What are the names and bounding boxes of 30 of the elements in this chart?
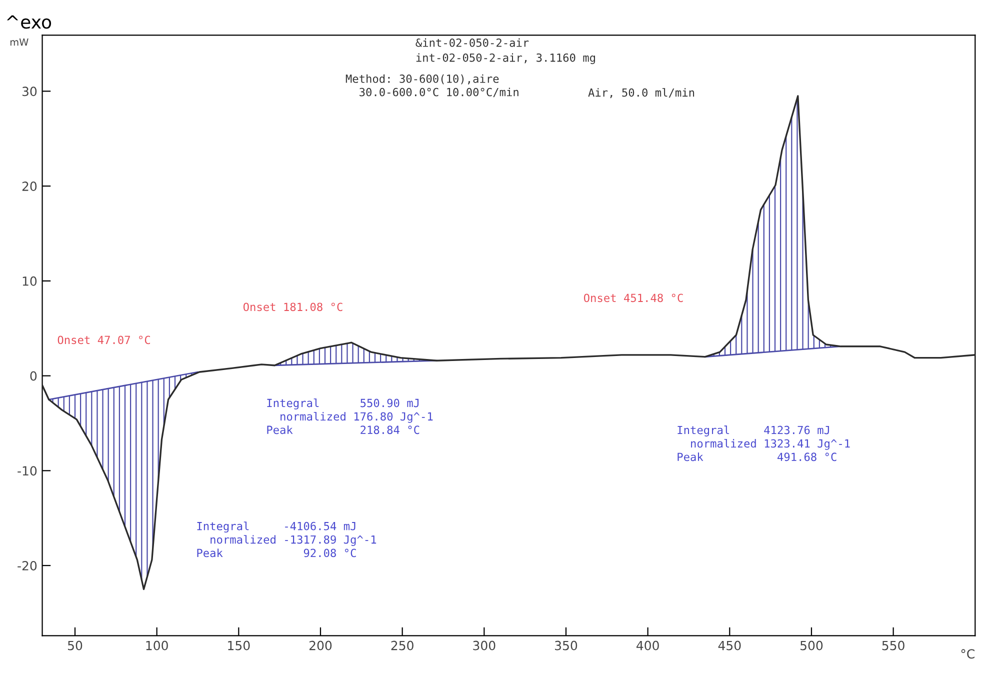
annotation: Air, 50.0 ml/min (588, 88, 694, 98)
annotation: &int-02-050-2-air (416, 38, 529, 47)
x-axis-title: °C (961, 649, 974, 659)
y-tick-label: 10 (22, 276, 37, 286)
y-tick-label: 30 (22, 86, 37, 96)
annotation: Onset 47.07 °C (58, 336, 150, 344)
x-tick-label: 450 (718, 640, 741, 650)
x-tick-label: 50 (68, 640, 82, 650)
x-tick-label: 500 (800, 640, 823, 650)
x-tick-label: 200 (309, 640, 332, 650)
x-tick-label: 100 (146, 640, 168, 650)
annotation: Onset 451.48 °C (584, 294, 683, 302)
y-tick-label: -10 (18, 466, 37, 476)
text: ^exo (6, 15, 52, 29)
x-tick-label: 400 (636, 640, 659, 650)
x-tick-label: 300 (473, 640, 496, 650)
annotation: int-02-050-2-air, 3.1160 mg (416, 53, 595, 64)
annotation: Integral 550.90 mJ normalized 176.80 Jg^-1 Peak 218.84 °C (267, 398, 433, 434)
y-tick-label: -20 (18, 560, 37, 570)
y-tick-label: 20 (22, 182, 37, 191)
y-axis-title: mW (10, 38, 28, 46)
x-tick-label: 150 (228, 640, 250, 650)
annotation: Integral -4106.54 mJ normalized -1317.89 Jg^-1 Peak 92.08 °C (197, 522, 376, 558)
x-tick-label: 250 (391, 640, 414, 650)
x-tick-label: 350 (555, 640, 578, 650)
annotation: Onset 181.08 °C (243, 302, 342, 312)
annotation: Integral 4123.76 mJ normalized 1323.41 Jg^-1 Peak 491.68 °C (678, 426, 850, 462)
y-tick-label: 0 (30, 371, 37, 381)
annotation: Method: 30-600(10),aire 30.0-600.0°C 10.00°C/min (346, 74, 518, 98)
x-tick-label: 550 (882, 640, 904, 650)
